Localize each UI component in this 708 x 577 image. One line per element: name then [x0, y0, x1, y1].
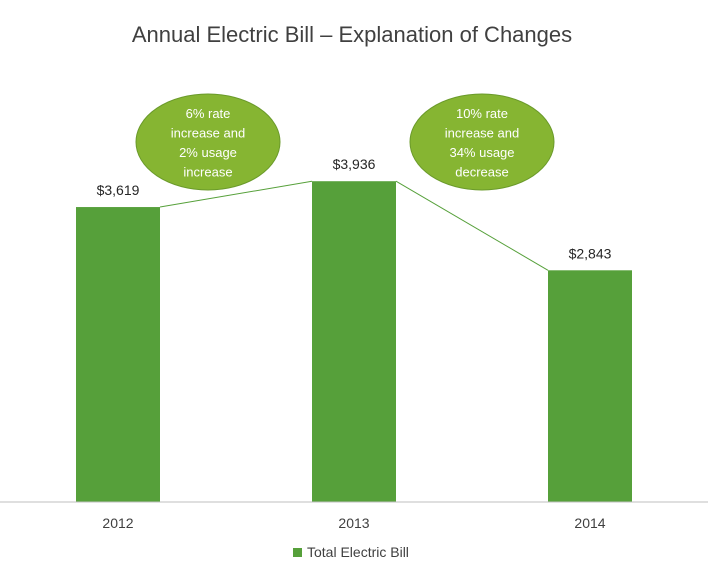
annotation-text-line: 2% usage	[179, 145, 237, 160]
annotation-text-line: increase and	[171, 125, 245, 140]
annotation-bubble-1: 6% rate increase and 2% usage increase	[135, 93, 281, 191]
x-tick-label-2014: 2014	[574, 515, 605, 531]
connector-line-2013-2014	[395, 180, 549, 271]
data-label-2013: $3,936	[333, 156, 376, 172]
bar-2014	[548, 270, 632, 502]
bar-2013	[312, 181, 396, 502]
annotations-layer: 6% rate increase and 2% usage increase 10% r…	[135, 93, 555, 191]
annotation-ellipse	[135, 93, 281, 191]
annotation-text-line: 10% rate	[456, 106, 508, 121]
data-labels-layer: $3,619 $3,936 $2,843	[97, 156, 612, 261]
legend-label: Total Electric Bill	[307, 544, 409, 560]
annotation-text-line: increase	[183, 164, 232, 179]
x-tick-label-2012: 2012	[102, 515, 133, 531]
annotation-text-line: 6% rate	[186, 106, 231, 121]
annotation-bubble-2: 10% rate increase and 34% usage decrease	[409, 93, 555, 191]
legend: Total Electric Bill	[293, 544, 409, 560]
x-tick-label-2013: 2013	[338, 515, 369, 531]
x-tick-labels: 2012 2013 2014	[102, 515, 605, 531]
legend-swatch	[293, 548, 302, 557]
annotation-text-line: increase and	[445, 125, 519, 140]
annotation-ellipse	[409, 93, 555, 191]
bar-2012	[76, 207, 160, 502]
data-label-2014: $2,843	[569, 245, 612, 261]
bars-layer	[76, 181, 632, 502]
chart-title: Annual Electric Bill – Explanation of Ch…	[132, 22, 572, 47]
data-label-2012: $3,619	[97, 182, 140, 198]
annotation-text-line: decrease	[455, 164, 508, 179]
annotation-text-line: 34% usage	[449, 145, 514, 160]
connector-layer	[159, 180, 549, 271]
connector-line-2012-2013	[159, 180, 313, 208]
